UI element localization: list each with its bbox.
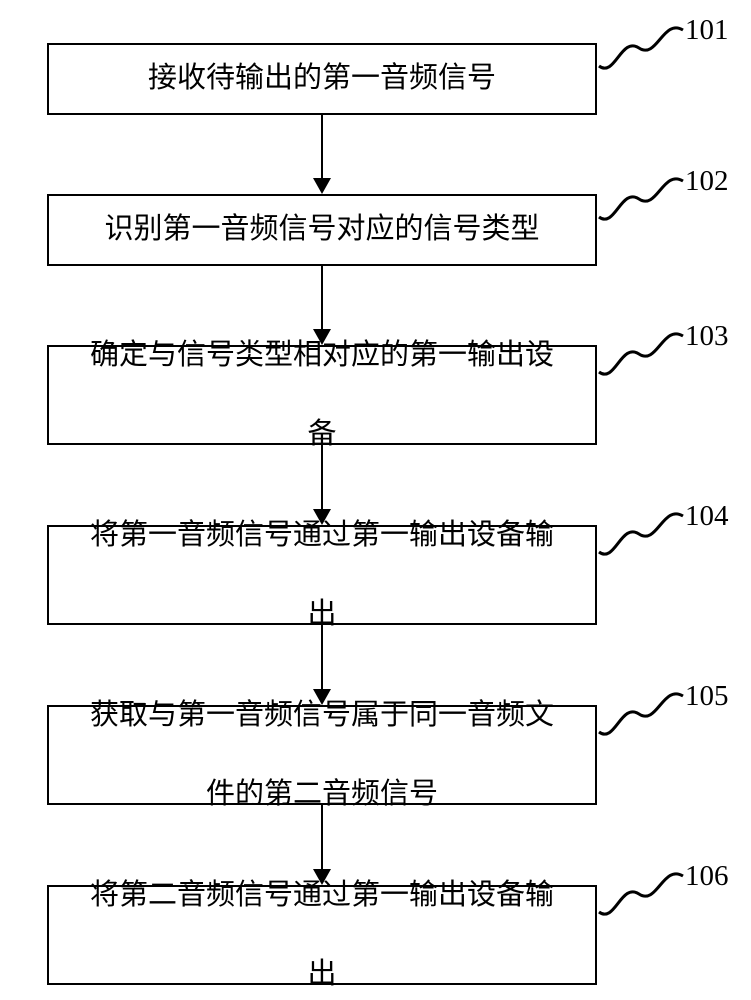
flowchart-node-106: 将第二音频信号通过第一输出设备输 出 <box>47 885 597 985</box>
step-label: 103 <box>685 320 729 353</box>
step-label: 101 <box>685 14 729 47</box>
node-text: 获取与第一音频信号属于同一音频文 件的第二音频信号 <box>61 696 583 813</box>
arrow-head-icon <box>313 329 331 345</box>
arrow-head-icon <box>313 689 331 705</box>
flowchart-edge <box>321 805 324 869</box>
flowchart-node-105: 获取与第一音频信号属于同一音频文 件的第二音频信号 <box>47 705 597 805</box>
flowchart-edge <box>321 115 324 178</box>
callout-squiggle-icon <box>597 173 687 233</box>
callout-squiggle-icon <box>597 22 687 82</box>
node-text: 将第一音频信号通过第一输出设备输 出 <box>61 516 583 633</box>
node-text: 识别第一音频信号对应的信号类型 <box>61 210 583 249</box>
node-text: 将第二音频信号通过第一输出设备输 出 <box>61 876 583 993</box>
callout-squiggle-icon <box>597 688 687 748</box>
node-text-line2: 出 <box>61 955 583 994</box>
callout-squiggle-icon <box>597 508 687 568</box>
flowchart-node-102: 识别第一音频信号对应的信号类型 <box>47 194 597 266</box>
step-label: 104 <box>685 500 729 533</box>
flowchart-canvas: 接收待输出的第一音频信号 识别第一音频信号对应的信号类型 确定与信号类型相对应的… <box>0 0 751 1000</box>
step-label: 102 <box>685 165 729 198</box>
arrow-head-icon <box>313 869 331 885</box>
flowchart-node-101: 接收待输出的第一音频信号 <box>47 43 597 115</box>
flowchart-node-104: 将第一音频信号通过第一输出设备输 出 <box>47 525 597 625</box>
flowchart-node-103: 确定与信号类型相对应的第一输出设 备 <box>47 345 597 445</box>
node-text: 确定与信号类型相对应的第一输出设 备 <box>61 336 583 453</box>
step-label: 105 <box>685 680 729 713</box>
arrow-head-icon <box>313 509 331 525</box>
step-label: 106 <box>685 860 729 893</box>
node-text: 接收待输出的第一音频信号 <box>61 59 583 98</box>
flowchart-edge <box>321 625 324 689</box>
flowchart-edge <box>321 445 324 509</box>
callout-squiggle-icon <box>597 868 687 928</box>
flowchart-edge <box>321 266 324 329</box>
arrow-head-icon <box>313 178 331 194</box>
callout-squiggle-icon <box>597 328 687 388</box>
